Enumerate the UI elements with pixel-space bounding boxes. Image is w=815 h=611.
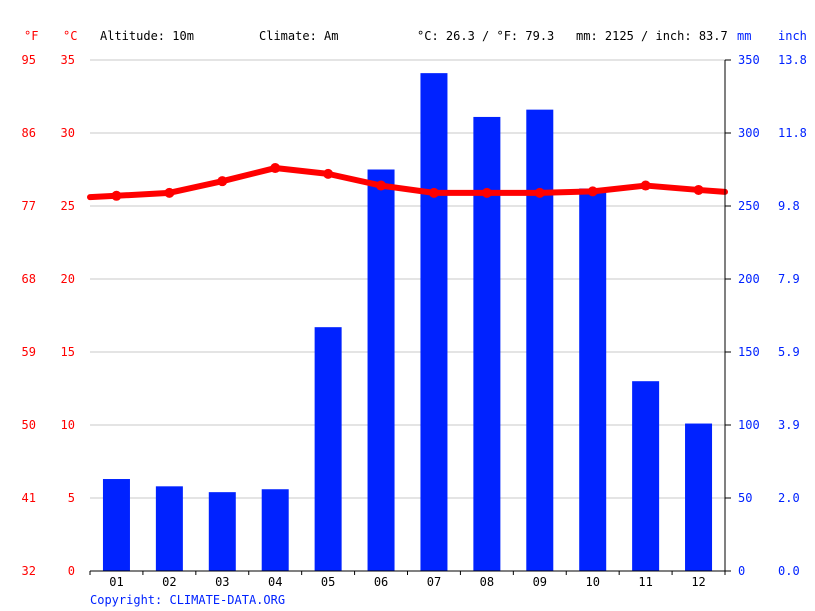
fahrenheit-tick-label: 41 — [22, 491, 36, 505]
mm-unit-label: mm — [737, 29, 751, 43]
fahrenheit-tick-label: 77 — [22, 199, 36, 213]
fahrenheit-tick-label: 32 — [22, 564, 36, 578]
celsius-tick-label: 5 — [68, 491, 75, 505]
fahrenheit-unit-label: °F — [24, 29, 38, 43]
precipitation-bar — [526, 109, 554, 571]
precipitation-bars — [102, 73, 713, 572]
precipitation-bar — [367, 169, 395, 571]
temperature-point — [111, 190, 122, 201]
month-label: 03 — [215, 575, 229, 589]
precipitation-bar — [473, 116, 501, 571]
altitude-label: Altitude: 10m — [100, 29, 194, 43]
chart-axes — [89, 59, 731, 575]
inch-tick-label: 13.8 — [778, 53, 807, 67]
temperature-point — [270, 163, 281, 174]
celsius-tick-label: 20 — [61, 272, 75, 286]
month-label: 02 — [162, 575, 176, 589]
month-label: 07 — [427, 575, 441, 589]
inch-tick-label: 2.0 — [778, 491, 800, 505]
mm-tick-label: 200 — [738, 272, 760, 286]
mm-tick-label: 50 — [738, 491, 752, 505]
inch-tick-label: 5.9 — [778, 345, 800, 359]
celsius-tick-label: 35 — [61, 53, 75, 67]
month-label: 10 — [585, 575, 599, 589]
celsius-tick-label: 10 — [61, 418, 75, 432]
mm-tick-label: 300 — [738, 126, 760, 140]
mm-tick-label: 250 — [738, 199, 760, 213]
fahrenheit-tick-label: 68 — [22, 272, 36, 286]
precipitation-bar — [579, 188, 607, 572]
inch-tick-label: 9.8 — [778, 199, 800, 213]
month-label: 11 — [638, 575, 652, 589]
precipitation-bar — [685, 423, 713, 571]
climate-label: Climate: Am — [259, 29, 338, 43]
temperature-line — [87, 165, 728, 201]
precipitation-bar — [102, 479, 130, 571]
fahrenheit-tick-label: 95 — [22, 53, 36, 67]
precipitation-summary: mm: 2125 / inch: 83.7 — [576, 29, 728, 43]
mm-tick-label: 150 — [738, 345, 760, 359]
gridlines — [90, 59, 725, 499]
temperature-line-group — [87, 163, 728, 201]
month-label: 04 — [268, 575, 282, 589]
temperature-point — [217, 176, 228, 187]
month-label: 09 — [533, 575, 547, 589]
inch-unit-label: inch — [778, 29, 807, 43]
temperature-point — [164, 187, 175, 198]
mm-tick-label: 100 — [738, 418, 760, 432]
temperature-summary: °C: 26.3 / °F: 79.3 — [417, 29, 554, 43]
month-label: 12 — [691, 575, 705, 589]
mm-tick-label: 0 — [738, 564, 745, 578]
month-label: 08 — [480, 575, 494, 589]
celsius-tick-label: 0 — [68, 564, 75, 578]
precipitation-bar — [420, 73, 448, 571]
temperature-point — [323, 168, 334, 179]
inch-tick-label: 0.0 — [778, 564, 800, 578]
fahrenheit-tick-label: 59 — [22, 345, 36, 359]
fahrenheit-tick-label: 86 — [22, 126, 36, 140]
temperature-point — [481, 187, 492, 198]
inch-tick-label: 11.8 — [778, 126, 807, 140]
mm-tick-label: 350 — [738, 53, 760, 67]
temperature-point — [693, 184, 704, 195]
temperature-point — [534, 187, 545, 198]
temperature-point — [640, 180, 651, 191]
celsius-tick-label: 15 — [61, 345, 75, 359]
celsius-tick-label: 30 — [61, 126, 75, 140]
temperature-point — [428, 187, 439, 198]
copyright-text: Copyright: CLIMATE-DATA.ORG — [90, 593, 285, 607]
inch-tick-label: 3.9 — [778, 418, 800, 432]
month-label: 05 — [321, 575, 335, 589]
inch-tick-label: 7.9 — [778, 272, 800, 286]
temperature-point — [376, 180, 387, 191]
precipitation-bar — [314, 327, 342, 571]
celsius-unit-label: °C — [63, 29, 77, 43]
precipitation-bar — [261, 489, 289, 571]
precipitation-bar — [632, 381, 660, 571]
precipitation-bar — [155, 486, 183, 571]
month-label: 01 — [109, 575, 123, 589]
celsius-tick-label: 25 — [61, 199, 75, 213]
chart-labels: 95 35 350 13.8 86 30 300 11.8 77 25 250 9.8 68 20 200 7… — [22, 53, 807, 589]
fahrenheit-tick-label: 50 — [22, 418, 36, 432]
month-label: 06 — [374, 575, 388, 589]
temperature-point — [587, 186, 598, 197]
precipitation-bar — [208, 492, 236, 571]
